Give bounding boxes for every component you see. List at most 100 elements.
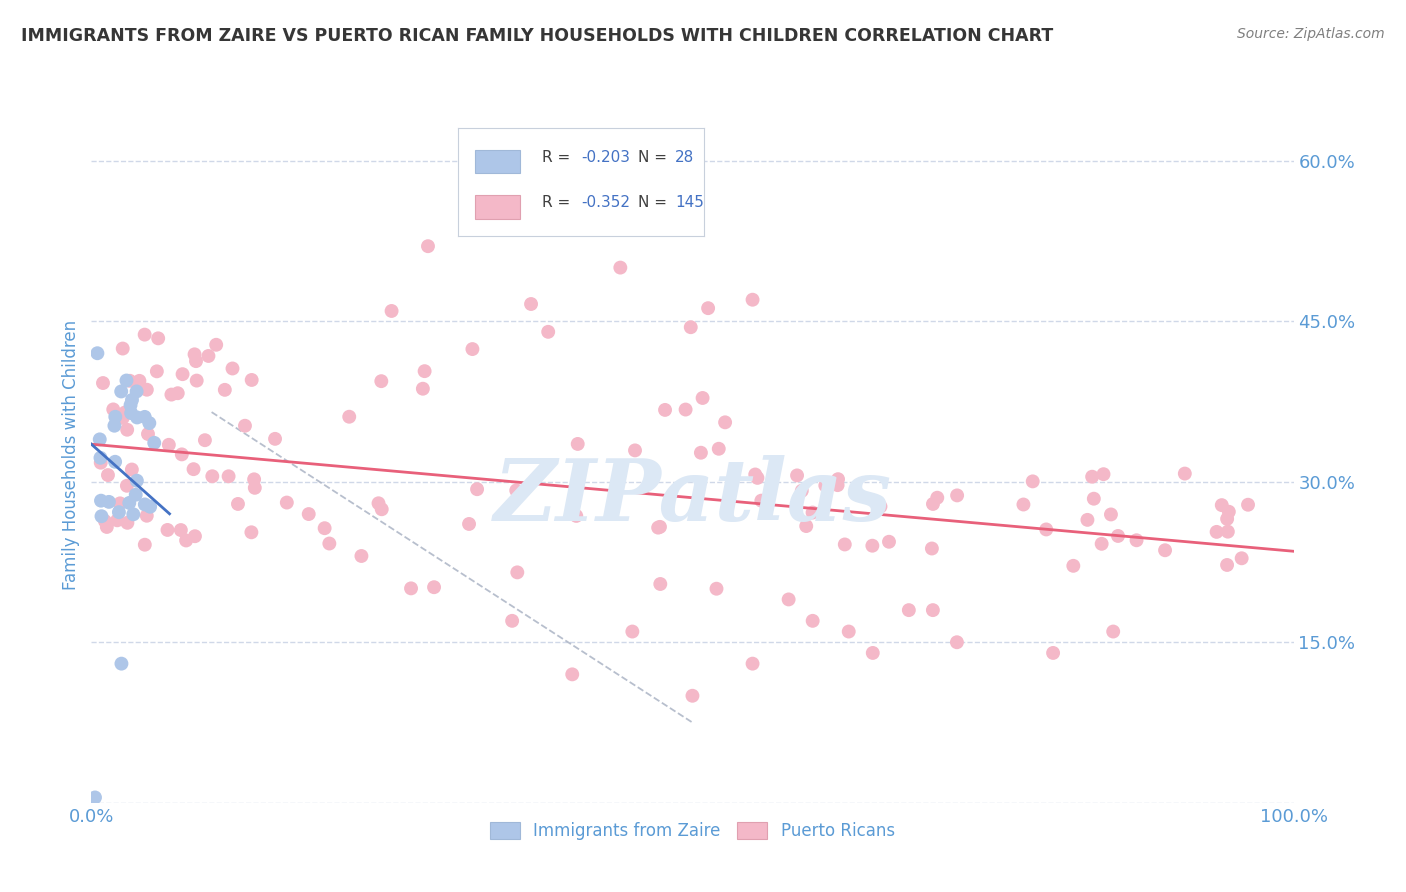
- Point: [143, 435, 166, 450]
- Point: [692, 391, 714, 405]
- Point: [318, 536, 340, 550]
- Point: [790, 483, 813, 498]
- Point: [1083, 491, 1105, 506]
- Point: [110, 384, 132, 399]
- Point: [1099, 508, 1122, 522]
- Point: [96, 520, 118, 534]
- Point: [946, 635, 969, 649]
- Point: [537, 325, 560, 339]
- Point: [834, 537, 856, 551]
- Point: [174, 533, 197, 548]
- Point: [240, 373, 263, 387]
- Point: [97, 468, 120, 483]
- Point: [778, 592, 800, 607]
- Point: [922, 497, 945, 511]
- Point: [370, 374, 392, 388]
- Text: ZIPatlas: ZIPatlas: [494, 455, 891, 539]
- Point: [458, 516, 481, 531]
- Point: [125, 384, 148, 399]
- Point: [1035, 523, 1057, 537]
- Point: [869, 500, 891, 514]
- Point: [801, 506, 824, 520]
- Point: [136, 427, 159, 442]
- Point: [105, 513, 128, 527]
- Point: [506, 566, 529, 580]
- Legend: Immigrants from Zaire, Puerto Ricans: Immigrants from Zaire, Puerto Ricans: [484, 815, 901, 847]
- Point: [243, 481, 266, 495]
- Point: [110, 657, 132, 671]
- Point: [226, 497, 249, 511]
- Point: [697, 301, 720, 315]
- Point: [111, 342, 134, 356]
- Point: [125, 488, 148, 502]
- Point: [118, 496, 141, 510]
- Point: [214, 383, 236, 397]
- Point: [314, 521, 336, 535]
- Point: [350, 549, 373, 563]
- Point: [125, 410, 148, 425]
- Point: [1230, 551, 1253, 566]
- Point: [567, 437, 589, 451]
- Point: [1216, 524, 1239, 539]
- Point: [922, 603, 945, 617]
- Point: [741, 657, 763, 671]
- Point: [609, 260, 631, 275]
- Point: [218, 469, 240, 483]
- Point: [170, 523, 193, 537]
- Point: [505, 483, 527, 498]
- Point: [134, 497, 156, 511]
- Point: [714, 415, 737, 429]
- Point: [706, 582, 728, 596]
- Point: [264, 432, 287, 446]
- Point: [927, 491, 949, 505]
- Point: [197, 349, 219, 363]
- Point: [477, 132, 499, 146]
- Point: [741, 293, 763, 307]
- Point: [814, 478, 837, 492]
- Point: [122, 508, 145, 522]
- Point: [184, 529, 207, 543]
- Point: [240, 525, 263, 540]
- Point: [838, 624, 860, 639]
- Point: [501, 614, 523, 628]
- Point: [827, 478, 849, 492]
- Point: [1091, 537, 1114, 551]
- Point: [897, 603, 920, 617]
- Point: [166, 386, 188, 401]
- Point: [103, 402, 125, 417]
- Y-axis label: Family Households with Children: Family Households with Children: [62, 320, 80, 590]
- Point: [367, 496, 389, 510]
- Point: [194, 433, 217, 447]
- Point: [117, 516, 139, 530]
- Point: [205, 338, 228, 352]
- Point: [90, 509, 112, 524]
- Point: [103, 418, 125, 433]
- Point: [624, 443, 647, 458]
- Point: [337, 409, 360, 424]
- Point: [1154, 543, 1177, 558]
- Point: [134, 327, 156, 342]
- Point: [115, 423, 138, 437]
- Point: [108, 496, 131, 510]
- Point: [120, 398, 142, 412]
- Point: [1062, 558, 1084, 573]
- Point: [381, 304, 404, 318]
- Point: [276, 495, 298, 509]
- Point: [156, 523, 179, 537]
- Point: [170, 447, 193, 461]
- Point: [862, 646, 884, 660]
- Point: [135, 508, 157, 523]
- Point: [121, 462, 143, 476]
- Point: [648, 520, 671, 534]
- Point: [744, 467, 766, 482]
- Point: [921, 541, 943, 556]
- Point: [1012, 498, 1035, 512]
- Point: [120, 406, 142, 420]
- Point: [650, 577, 672, 591]
- Point: [416, 239, 439, 253]
- Point: [89, 450, 111, 465]
- Point: [465, 482, 488, 496]
- Point: [125, 474, 148, 488]
- Point: [115, 479, 138, 493]
- Point: [89, 433, 111, 447]
